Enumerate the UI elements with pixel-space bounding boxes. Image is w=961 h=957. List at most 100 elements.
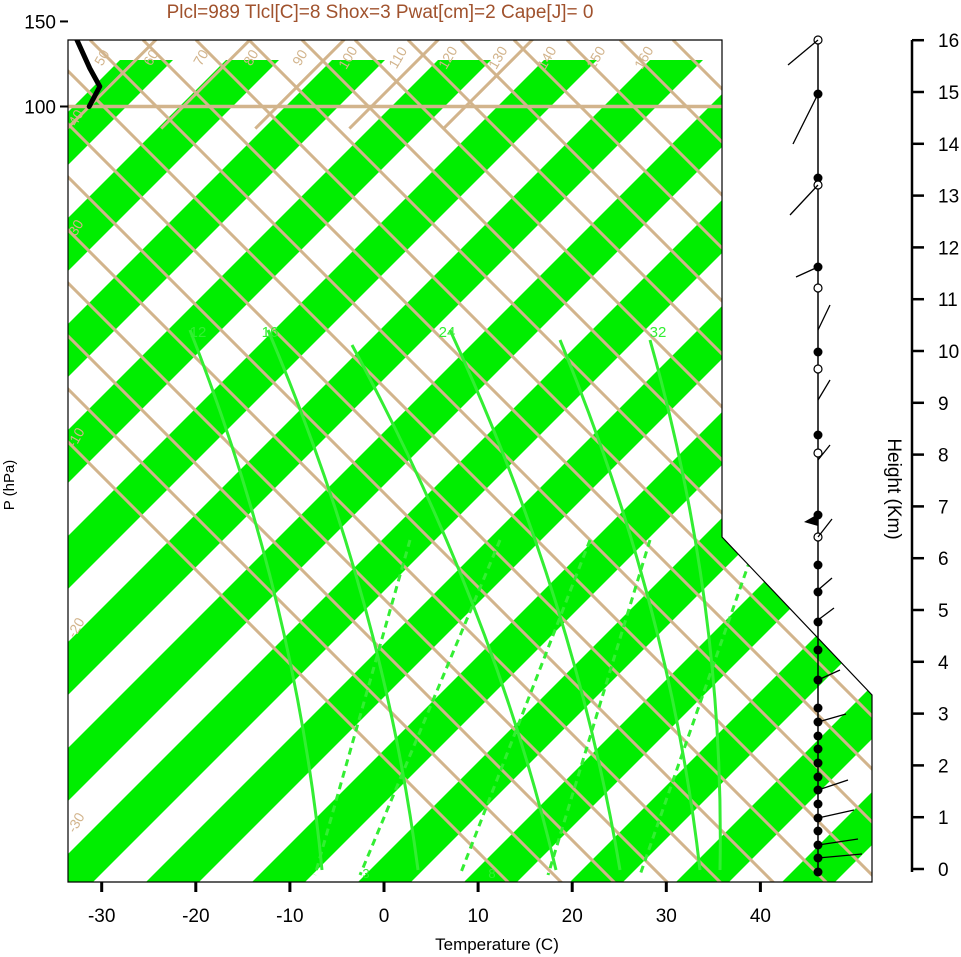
isotherm-label: 80: [240, 47, 262, 69]
wind-level-dot: [813, 617, 823, 627]
wind-barb: [817, 304, 831, 331]
dry-adiabat-line: [68, 40, 568, 882]
temperature-tick-label: -10: [276, 906, 303, 927]
wind-barb: [795, 266, 819, 278]
wind-barb: [817, 444, 831, 461]
wind-level-dot: [813, 587, 823, 597]
height-tick-label: 13: [938, 187, 959, 208]
dry-adiabat-line: [194, 40, 872, 882]
height-tick-label: 12: [938, 238, 959, 259]
wind-level-circle: [813, 448, 823, 458]
pressure-tick-label: 150: [24, 12, 56, 33]
wind-level-dot: [813, 430, 823, 440]
mixing-ratio-label: 24: [439, 324, 456, 341]
moist-adiabat-line: [188, 329, 324, 871]
isotherm-label: 20: [795, 595, 817, 617]
temperature-tick-label: 20: [562, 906, 583, 927]
wind-level-dot: [813, 347, 823, 357]
height-tick-label: 7: [938, 497, 949, 518]
wind-barb-column: [787, 35, 863, 877]
moist-adiabat-line: [350, 344, 558, 871]
isotherm-label: 60: [140, 47, 162, 69]
isotherm-label: 10: [747, 540, 769, 562]
wind-barb: [817, 669, 841, 681]
height-tick-label: 15: [938, 83, 959, 104]
isotherm-label: 110: [385, 44, 410, 72]
wind-level-dot: [813, 560, 823, 570]
dry-adiabat-line: [141, 40, 872, 882]
dry-adiabat-line: [512, 40, 872, 882]
height-tick-label: 1: [938, 808, 949, 829]
wind-level-dot: [813, 758, 823, 768]
height-tick-label: 5: [938, 601, 949, 622]
height-tick-label: 11: [938, 290, 958, 311]
dry-adiabat-line: [68, 40, 674, 882]
isotherm-label: 0: [723, 458, 740, 475]
wind-barb: [817, 779, 849, 791]
plot-frame: [67, 39, 873, 883]
dry-adiabat-line: [68, 40, 727, 882]
mixing-ratio-line: [546, 539, 652, 876]
green-band: [552, 60, 872, 882]
dry-adiabat-line: [68, 40, 621, 882]
mixing-ratio-lines: [188, 329, 752, 876]
mixing-ratio-label: 32: [650, 324, 667, 341]
wind-level-circle: [813, 364, 823, 374]
wind-pennant: [804, 514, 818, 526]
wind-level-dot: [813, 867, 823, 877]
wind-barb: [817, 607, 835, 621]
mixing-ratio-line: [313, 539, 412, 876]
y-axis-label: P (hPa): [1, 460, 18, 511]
wind-level-dot: [813, 703, 823, 713]
isotherm-line: [254, 40, 782, 130]
temperature-tick-label: 0: [379, 906, 390, 927]
height-tick-label: 8: [938, 446, 949, 467]
dry-adiabat-line: [68, 40, 872, 882]
height-tick-label: 16: [938, 31, 959, 52]
temperature-axis: -30 -20 -10 0 10 20 30 40: [88, 882, 771, 927]
height-tick-label: 2: [938, 756, 949, 777]
wind-level-dot: [813, 173, 823, 183]
wind-level-dot: [813, 826, 823, 836]
moist-adiabat-line: [266, 329, 420, 871]
wind-barb: [787, 39, 819, 66]
height-tick-label: 6: [938, 549, 949, 570]
isotherm-label: 50: [91, 47, 113, 69]
temperature-tick-label: -30: [88, 906, 115, 927]
height-tick-label: 9: [938, 394, 949, 415]
height-tick-label: 10: [938, 342, 959, 363]
isotherm-line: [348, 40, 872, 130]
dry-adiabat-line: [68, 40, 872, 882]
moist-adiabat-line: [648, 339, 722, 871]
dry-adiabat-line: [247, 40, 872, 882]
wind-barb: [817, 577, 833, 591]
wind-barb: [817, 518, 833, 538]
height-tick-label: 14: [938, 135, 960, 156]
lower-label: 8: [488, 866, 495, 881]
lower-label: 3: [362, 866, 369, 881]
wind-level-dot: [813, 731, 823, 741]
isotherm-label: 30: [720, 125, 742, 147]
height-tick-label: 0: [938, 860, 949, 881]
chart-title: Plcl=989 Tlcl[C]=8 Shox=3 Pwat[cm]=2 Cap…: [167, 2, 594, 23]
moist-adiabat-line: [448, 329, 622, 871]
isotherm-label: 70: [190, 47, 212, 69]
dry-adiabat-line: [459, 40, 872, 882]
wind-level-dot: [813, 744, 823, 754]
isotherm-label: 90: [289, 47, 311, 69]
wind-level-dot: [813, 772, 823, 782]
temperature-tick-label: 40: [750, 906, 771, 927]
isotherm-line: [68, 40, 594, 130]
x-axis-label: Temperature (C): [435, 935, 559, 954]
wind-barb: [817, 809, 855, 819]
wind-barb: [817, 853, 863, 859]
pressure-axis: 1001502002503004005007008501000: [24, 12, 68, 119]
height-axis-label: Height (Km): [883, 438, 904, 539]
wind-level-dot: [813, 645, 823, 655]
mixing-ratio-label: 16: [262, 324, 279, 341]
isotherm-line: [442, 40, 872, 130]
wind-barb: [792, 93, 819, 145]
